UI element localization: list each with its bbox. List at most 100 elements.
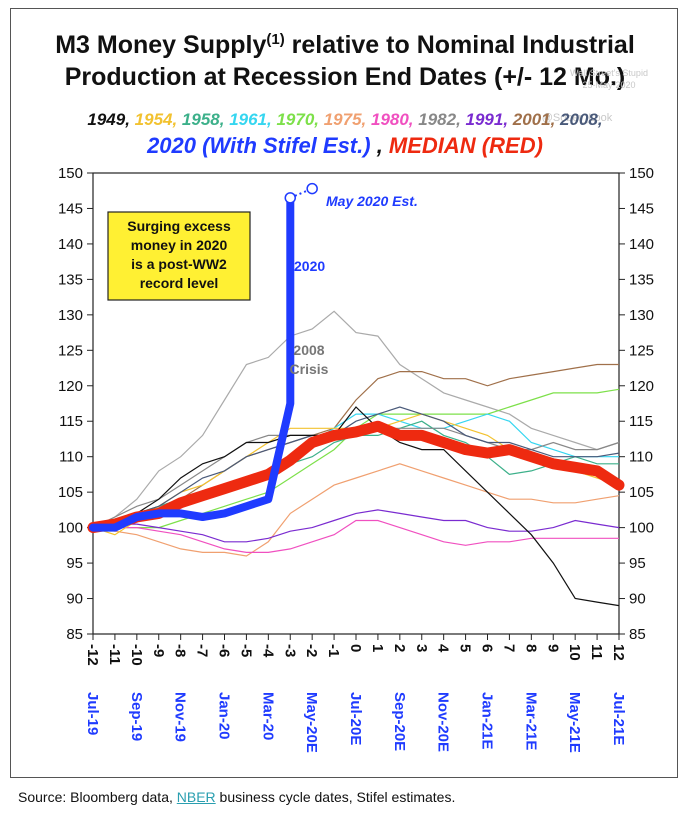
x-date-label: Nov-19	[172, 692, 189, 742]
y-tick-label-right: 100	[629, 520, 654, 537]
crisis-label: 2008	[293, 342, 324, 358]
x-tick-label: 10	[566, 644, 583, 661]
y-tick-label-right: 145	[629, 200, 654, 217]
series-line-1949	[92, 406, 620, 607]
legend-item-1975: 1975,	[324, 110, 371, 129]
x-date-label: Mar-21E	[522, 692, 539, 750]
y-tick-label-right: 135	[629, 271, 654, 288]
series-line-2020	[89, 193, 295, 532]
x-tick-label: 8	[522, 644, 539, 652]
series-line-1991	[92, 509, 620, 543]
x-date-label: Jul-19	[84, 692, 101, 735]
callout-text: is a post-WW2	[131, 256, 227, 272]
y-tick-label-right: 90	[629, 591, 646, 608]
y-tick-label-right: 95	[629, 555, 646, 572]
y-tick-label-right: 85	[629, 626, 646, 643]
y-tick-label-left: 90	[66, 591, 83, 608]
x-date-label: Jan-21E	[479, 692, 496, 750]
y-tick-label-left: 100	[58, 520, 83, 537]
y-tick-label-left: 150	[58, 165, 83, 182]
watermark-line3: @Sober_Look	[542, 112, 613, 124]
x-tick-label: 7	[500, 644, 517, 652]
y-tick-label-right: 150	[629, 165, 654, 182]
y-tick-label-right: 140	[629, 236, 654, 253]
x-tick-label: -7	[194, 644, 211, 657]
y-tick-label-left: 135	[58, 271, 83, 288]
x-date-label: Jul-20E	[347, 692, 364, 745]
legend-item-1980: 1980,	[371, 110, 418, 129]
x-tick-label: -10	[128, 644, 145, 666]
series-line-1980	[93, 519, 619, 553]
series-line-median	[87, 420, 625, 534]
chart-frame: M3 Money Supply(1) relative to Nominal I…	[10, 8, 678, 778]
watermark-line1: Wall Street's Stupid	[570, 68, 648, 78]
y-tick-label-right: 110	[629, 449, 653, 466]
annotation-layer: Surging excess money in 2020 is a post-WW2…	[107, 193, 418, 377]
y-tick-label-left: 130	[58, 307, 83, 324]
may-2020-est-label: May 2020 Est.	[326, 193, 418, 209]
crisis-label: Crisis	[290, 361, 329, 377]
y-tick-label-left: 125	[58, 342, 83, 359]
x-tick-label: -1	[325, 644, 342, 657]
chart-svg: M3 Money Supply(1) relative to Nominal I…	[55, 31, 654, 753]
x-tick-label: 4	[435, 644, 452, 653]
est-point	[284, 192, 296, 204]
legend-item-2008: 2008,	[559, 110, 603, 129]
y-tick-label-right: 120	[629, 378, 654, 395]
y-tick-label-left: 115	[59, 413, 83, 430]
x-date-label: May-21E	[566, 692, 583, 753]
x-date-label: Sep-20E	[391, 692, 408, 751]
series-line-2008	[92, 406, 620, 529]
nber-link[interactable]: NBER	[176, 789, 216, 805]
2020-label: 2020	[294, 258, 325, 274]
x-tick-label: 9	[544, 644, 561, 652]
legend-item-2001: 2001,	[512, 110, 560, 129]
x-date-label: Jan-20	[216, 692, 233, 740]
legend-item-1954: 1954,	[135, 110, 182, 129]
y-tick-label-left: 85	[66, 626, 83, 643]
x-date-label: Nov-20E	[435, 692, 452, 752]
legend-item-1961: 1961,	[229, 110, 276, 129]
legend-item-1970: 1970,	[276, 110, 323, 129]
x-tick-label: 0	[347, 644, 364, 652]
y-tick-label-left: 145	[58, 200, 83, 217]
callout-box	[107, 211, 251, 301]
legend2-item-1: ,	[371, 133, 389, 158]
legend2-item-2: MEDIAN (RED)	[389, 133, 543, 158]
source-prefix: Source: Bloomberg data,	[18, 789, 177, 805]
x-tick-label: -2	[303, 644, 320, 657]
est-point	[306, 182, 318, 195]
series-line-2020-est	[289, 187, 313, 199]
chart-title-line1: M3 Money Supply(1) relative to Nominal I…	[55, 31, 635, 59]
x-tick-label: 1	[369, 644, 386, 652]
y-tick-label-left: 140	[58, 236, 83, 253]
legend-row2: 2020 (With Stifel Est.) , MEDIAN (RED)	[146, 133, 543, 158]
x-date-label: Jul-21E	[610, 692, 627, 745]
legend-item-1949: 1949,	[87, 110, 134, 129]
y-tick-label-left: 120	[58, 378, 83, 395]
x-tick-label: 11	[588, 644, 605, 660]
callout-text: money in 2020	[131, 237, 228, 253]
x-tick-label: -8	[172, 644, 189, 657]
x-tick-label: 6	[479, 644, 496, 652]
legend-item-1958: 1958,	[182, 110, 229, 129]
x-tick-label: 5	[457, 644, 474, 652]
legend2-item-0: 2020 (With Stifel Est.)	[146, 133, 371, 158]
source-note: Source: Bloomberg data, NBER business cy…	[18, 789, 455, 805]
y-tick-label-left: 95	[66, 555, 83, 572]
series-line-2008-outer	[92, 310, 620, 529]
legend-row1: 1949, 1954, 1958, 1961, 1970, 1975, 1980…	[87, 110, 602, 129]
y-tick-label-left: 110	[59, 449, 83, 466]
y-tick-label-left: 105	[58, 484, 83, 501]
x-date-label: Mar-20	[259, 692, 276, 740]
x-tick-label: -3	[281, 644, 298, 657]
x-tick-label: 2	[391, 644, 408, 652]
x-tick-label: 3	[413, 644, 430, 652]
x-date-label: Sep-19	[128, 692, 145, 741]
callout-text: record level	[140, 275, 219, 291]
x-tick-label: -9	[150, 644, 167, 657]
legend-item-1991: 1991,	[466, 110, 513, 129]
y-tick-label-right: 115	[629, 413, 653, 430]
x-tick-label: 12	[610, 644, 627, 661]
